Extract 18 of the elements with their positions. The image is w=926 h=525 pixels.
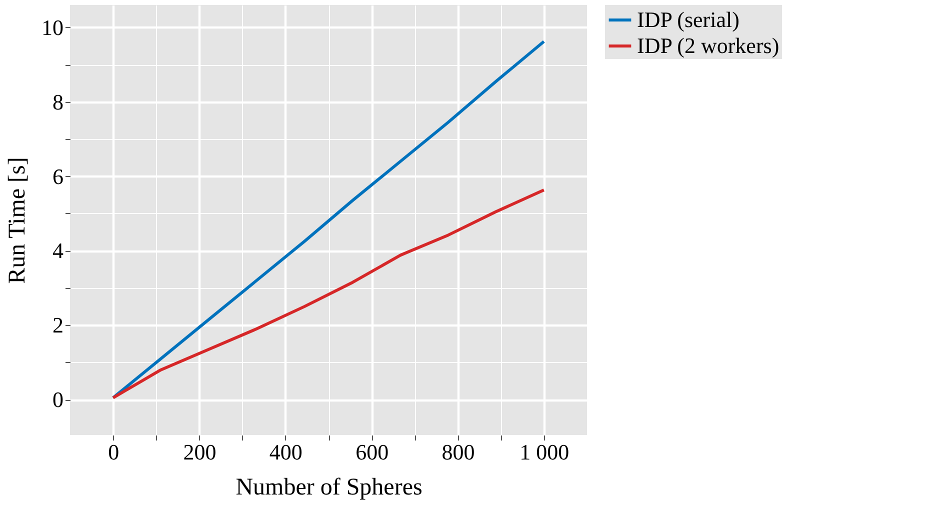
x-axis-title: Number of Spheres <box>236 474 422 500</box>
y-tick-label: 10 <box>42 14 64 40</box>
y-tick-label: 4 <box>52 238 64 264</box>
x-tick-label: 1 000 <box>520 440 570 464</box>
line-series <box>112 40 546 400</box>
x-tick-label: 200 <box>183 440 216 464</box>
y-tick-label: 6 <box>52 164 64 189</box>
y-tick-label: 0 <box>52 387 64 412</box>
x-tick-label: 400 <box>269 440 302 464</box>
legend-label: IDP (2 workers) <box>637 33 780 58</box>
x-tick-label: 0 <box>108 440 120 464</box>
x-tick-label: 800 <box>442 440 475 464</box>
legend-label: IDP (serial) <box>637 7 740 32</box>
y-tick-label: 8 <box>52 89 64 114</box>
x-tick-label: 600 <box>356 440 389 464</box>
line-series <box>112 188 546 400</box>
y-tick-label: 2 <box>52 312 64 338</box>
y-axis-title: Run Time [s] <box>4 157 30 284</box>
